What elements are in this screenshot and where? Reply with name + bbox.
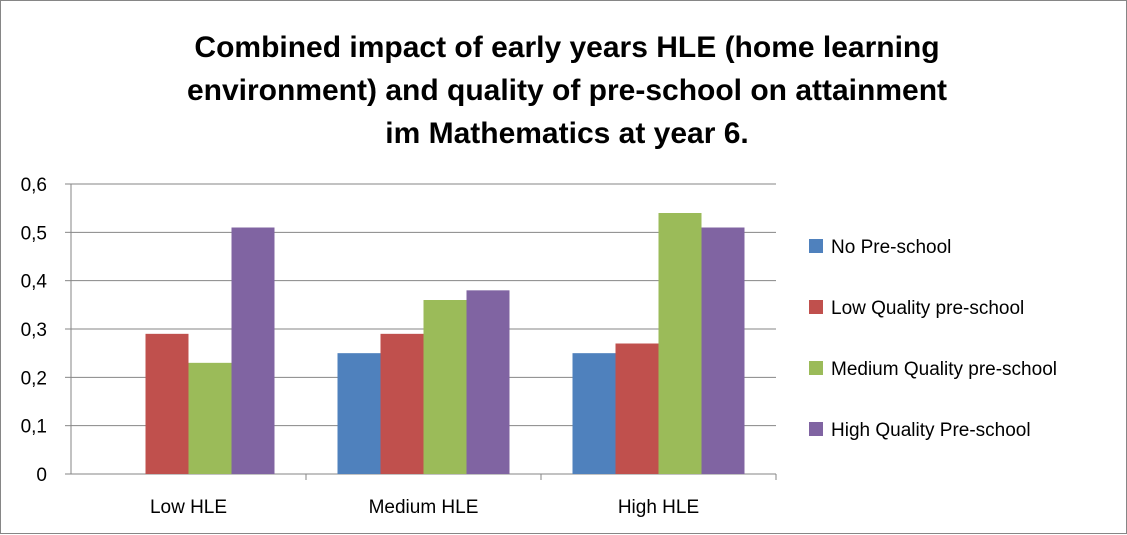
legend-swatch <box>809 361 823 375</box>
x-category-label: Medium HLE <box>369 497 479 518</box>
bar-high-quality-pre-school-medium-hle <box>466 290 510 474</box>
x-category-label: Low HLE <box>150 497 227 518</box>
bar-low-quality-pre-school-high-hle <box>615 343 659 474</box>
y-tick-label: 0,4 <box>21 272 48 293</box>
legend-swatch <box>809 422 823 436</box>
bar-medium-quality-pre-school-high-hle <box>658 213 702 474</box>
legend-label: High Quality Pre-school <box>831 420 1031 441</box>
bar-medium-quality-pre-school-low-hle <box>188 362 232 474</box>
bar-no-pre-school-medium-hle <box>337 353 381 474</box>
bar-low-quality-pre-school-low-hle <box>145 333 189 474</box>
y-tick-label: 0,2 <box>21 368 47 389</box>
bar-no-pre-school-high-hle <box>572 353 616 474</box>
bar-low-quality-pre-school-medium-hle <box>380 333 424 474</box>
y-axis-ticks: 0 0,1 0,2 0,3 0,4 0,5 0,6 <box>21 175 48 486</box>
y-tick-label: 0 <box>36 465 47 486</box>
legend-swatch <box>809 239 823 253</box>
bars <box>145 213 745 474</box>
bar-medium-quality-pre-school-medium-hle <box>423 300 467 474</box>
legend-label: Low Quality pre-school <box>831 298 1024 319</box>
y-tick-label: 0,3 <box>21 320 47 341</box>
chart-title-line-3: im Mathematics at year 6. <box>385 117 749 150</box>
x-category-label: High HLE <box>618 497 699 518</box>
legend-swatch <box>809 300 823 314</box>
legend-label: Medium Quality pre-school <box>831 359 1057 380</box>
chart-title-line-1: Combined impact of early years HLE (home… <box>194 31 939 64</box>
legend: No Pre-school Low Quality pre-school Mediu… <box>809 237 1057 441</box>
y-tick-label: 0,5 <box>21 223 47 244</box>
bar-high-quality-pre-school-low-hle <box>231 227 275 474</box>
legend-label: No Pre-school <box>831 237 951 258</box>
y-tick-label: 0,6 <box>21 175 47 196</box>
bar-high-quality-pre-school-high-hle <box>701 227 745 474</box>
chart-title: Combined impact of early years HLE (home… <box>187 31 947 150</box>
y-tick-label: 0,1 <box>21 417 47 438</box>
chart-title-line-2: environment) and quality of pre-school o… <box>187 74 947 107</box>
x-axis-labels: Low HLE Medium HLE High HLE <box>150 497 699 518</box>
